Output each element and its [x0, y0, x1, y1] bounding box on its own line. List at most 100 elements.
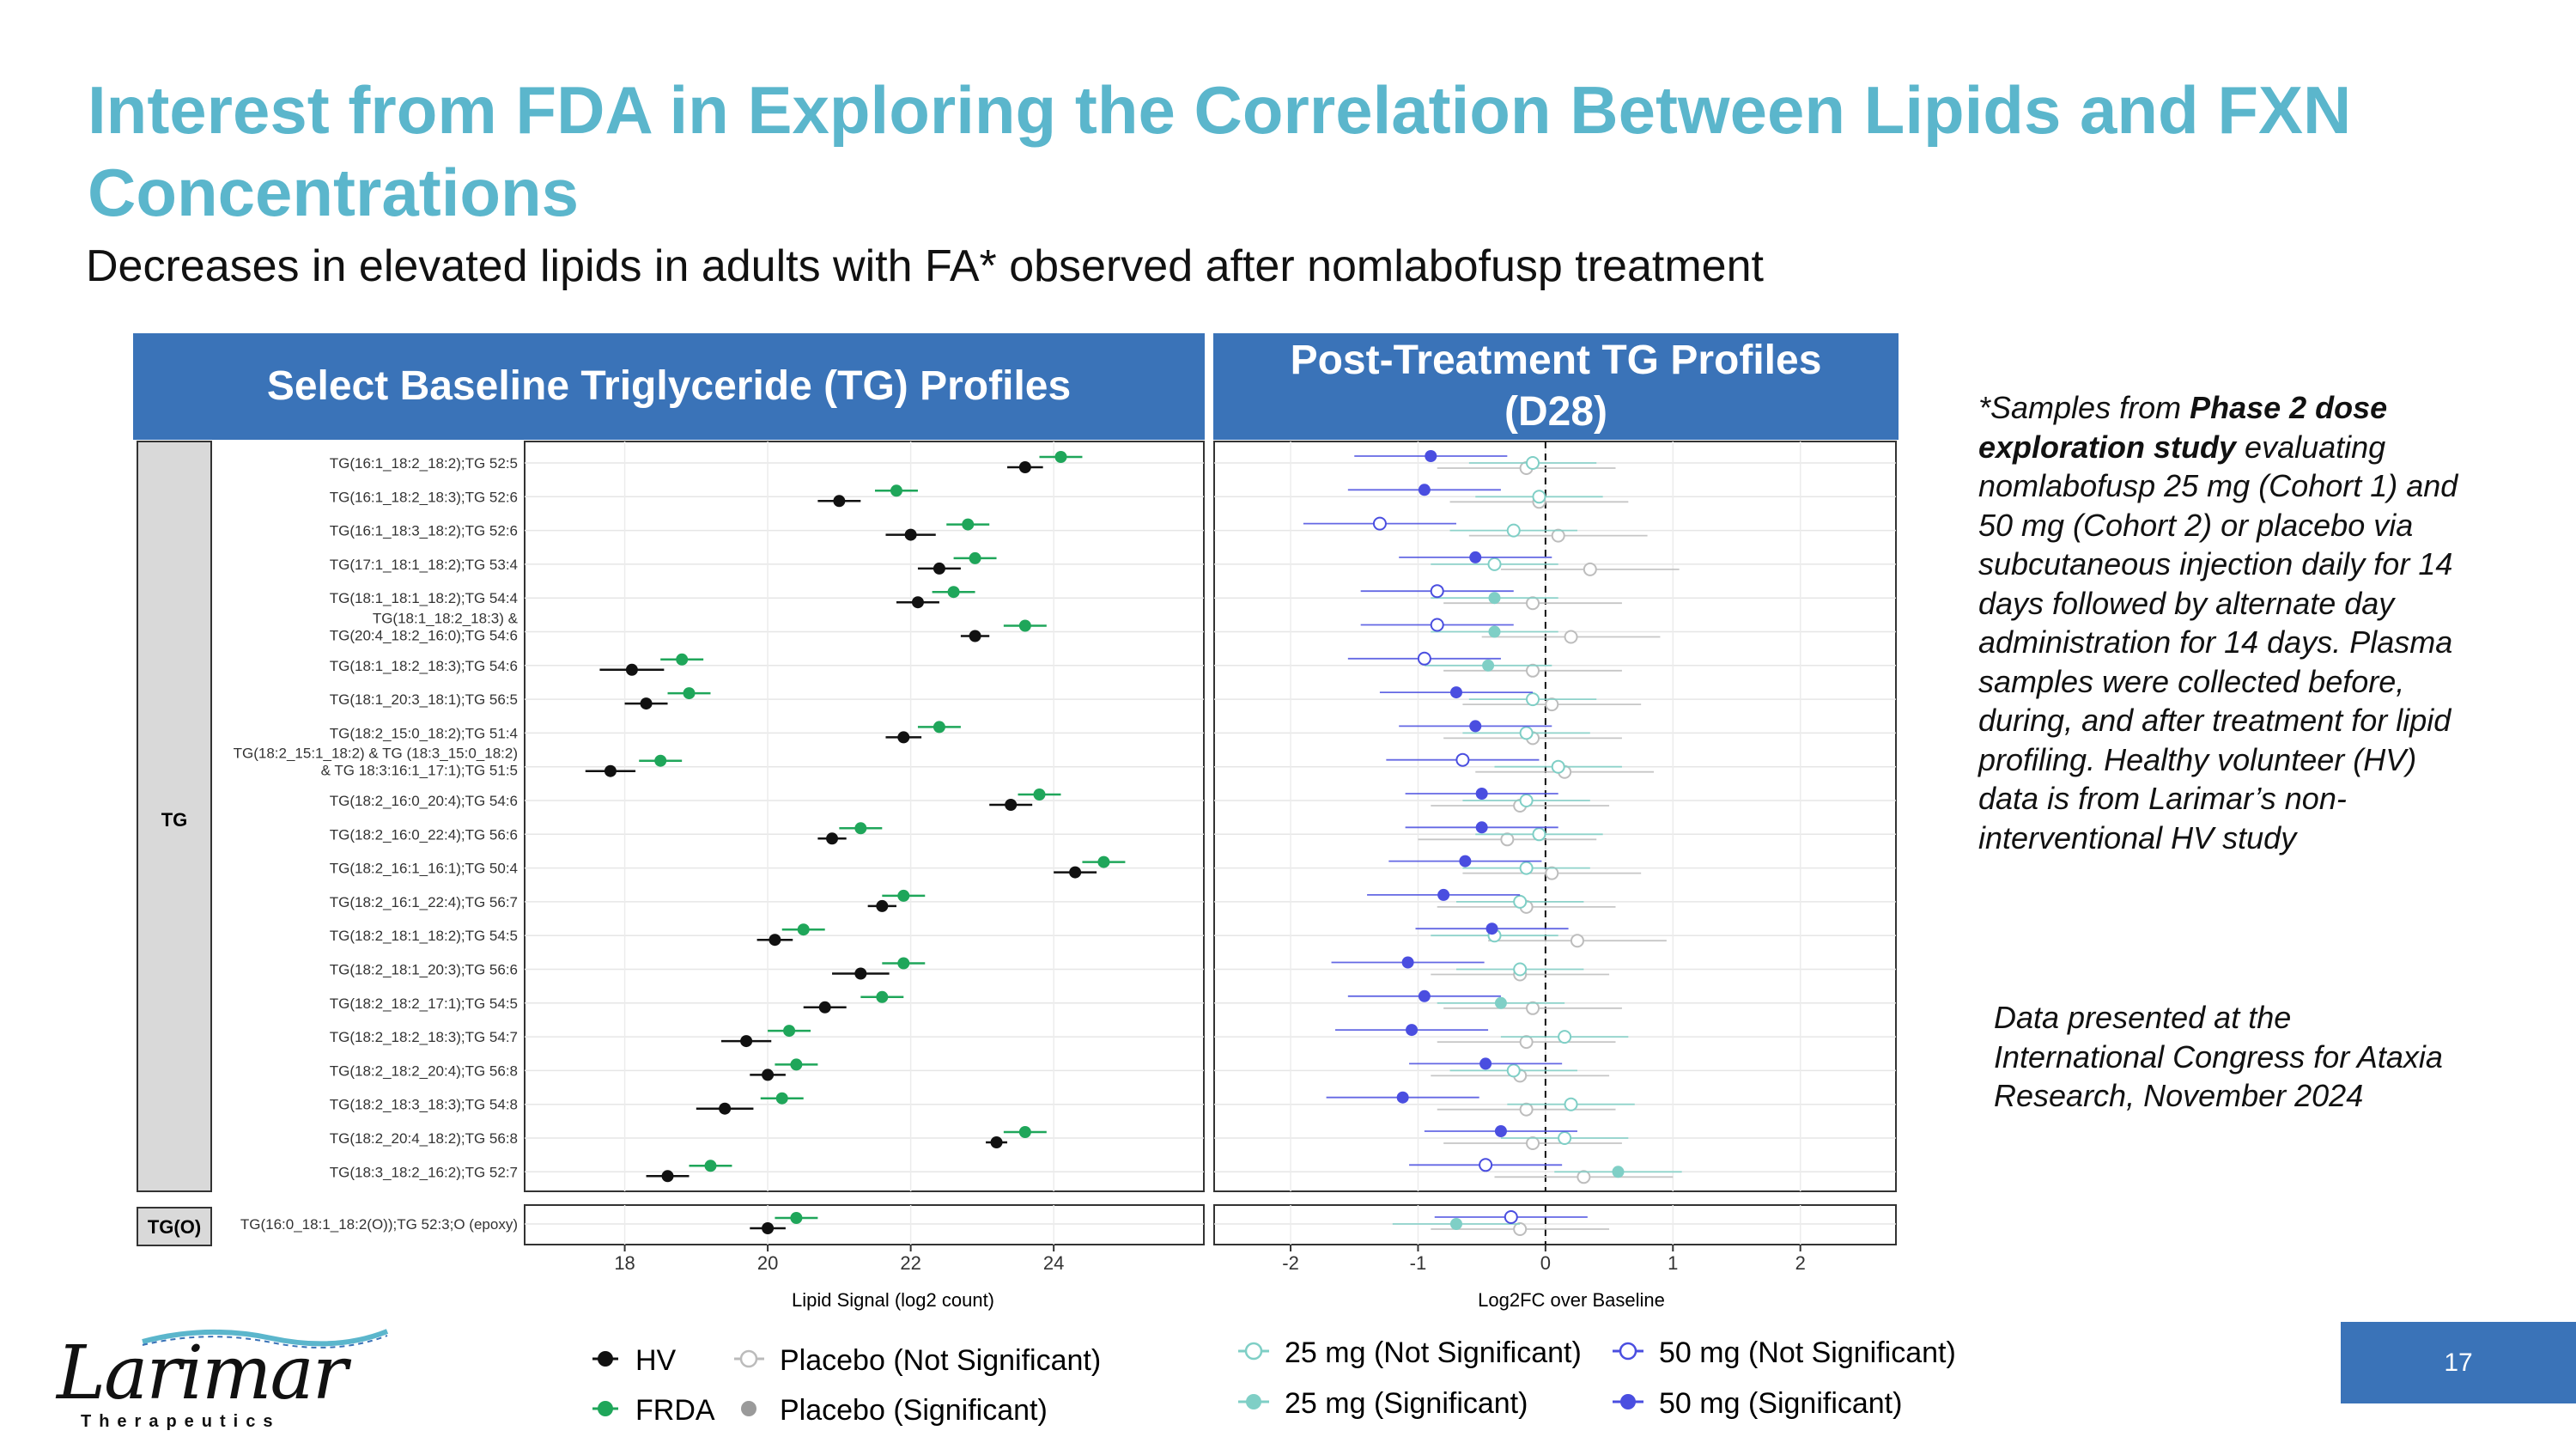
frda-point: [969, 551, 981, 564]
tick-label-right: 2: [1795, 1252, 1806, 1274]
mg25-point-not-significant: [1513, 894, 1528, 909]
category-label: TG(18:1_20:3_18:1);TG 56:5: [330, 691, 518, 708]
legend-item-25mg-ns: 25 mg (Not Significant): [1238, 1336, 1582, 1369]
footnote-bold: Phase 2 dose exploration study: [1978, 390, 2388, 465]
svg-text:50 mg (Not Significant): 50 mg (Not Significant): [1659, 1336, 1956, 1369]
tick-label-right: 0: [1540, 1252, 1551, 1274]
legend-item-placebo-s: Placebo (Significant): [741, 1394, 1048, 1427]
frda-point: [676, 653, 689, 666]
category-label: TG(16:1_18:2_18:3);TG 52:6: [330, 489, 518, 505]
legend-item-50mg-s: 50 mg (Significant): [1613, 1387, 1902, 1420]
mg25-point-not-significant: [1526, 692, 1540, 707]
mg50-point-not-significant: [1479, 1158, 1493, 1172]
hv-point: [719, 1102, 732, 1115]
hv-point: [933, 562, 945, 575]
axis-ticks: 18 20 22 24 -2 -1 0 1 2: [614, 1245, 1806, 1274]
category-label: TG(18:2_15:0_18:2);TG 51:4: [330, 725, 518, 741]
placebo-point-not-significant: [1526, 1001, 1540, 1015]
category-label: TG(18:1_18:2_18:3) &: [373, 611, 519, 627]
mg25-point-not-significant: [1558, 1030, 1572, 1044]
presentation-note: Data presented at the International Cong…: [1994, 1000, 2443, 1113]
page-title: Interest from FDA in Exploring the Corre…: [88, 72, 2352, 230]
page-subtitle: Decreases in elevated lipids in adults w…: [86, 241, 1764, 291]
hv-point: [969, 630, 981, 642]
category-label: TG(16:1_18:3_18:2);TG 52:6: [330, 523, 518, 539]
placebo-point-not-significant: [1526, 596, 1540, 611]
tick-label-right: -2: [1282, 1252, 1299, 1274]
mg50-point-significant: [1479, 1057, 1492, 1070]
logo-wordmark: Larimar: [57, 1330, 348, 1416]
mg50-point-not-significant: [1372, 516, 1387, 531]
placebo-point-not-significant: [1519, 1035, 1534, 1050]
frda-point: [683, 687, 696, 700]
mg25-point-not-significant: [1487, 557, 1502, 571]
category-label: & TG 18:3:16:1_17:1);TG 51:5: [321, 763, 518, 779]
left-x-axis-label: Lipid Signal (log2 count): [792, 1289, 994, 1311]
frda-point: [790, 1212, 803, 1224]
facet-label-tg: TG: [161, 809, 188, 831]
frda-point: [1018, 619, 1031, 632]
right-panel-header: Post-Treatment TG Profiles (D28): [1213, 333, 1899, 440]
category-label: TG(18:2_16:1_22:4);TG 56:7: [330, 894, 518, 910]
tick-label-right: 1: [1668, 1252, 1678, 1274]
category-label: TG(17:1_18:1_18:2);TG 53:4: [330, 557, 518, 573]
facet-strip-tg: [137, 441, 212, 1192]
mg50-point-significant: [1475, 821, 1488, 834]
legend-item-hv: HV: [592, 1344, 677, 1377]
category-label: TG(18:2_16:1_16:1);TG 50:4: [330, 861, 518, 877]
hv-point: [818, 1001, 831, 1014]
hv-point: [990, 1136, 1003, 1148]
hv-point: [762, 1068, 775, 1081]
mg25-point-not-significant: [1558, 1131, 1572, 1145]
mg50-point-significant: [1469, 720, 1482, 733]
category-label: TG(18:2_18:1_18:2);TG 54:5: [330, 928, 518, 944]
mg50-point-significant: [1437, 888, 1450, 901]
hv-point: [604, 764, 617, 777]
frda-point: [947, 586, 960, 599]
svg-text:FRDA: FRDA: [635, 1394, 715, 1427]
placebo-point-not-significant: [1545, 697, 1559, 712]
legend-item-frda: FRDA: [592, 1394, 715, 1427]
category-label: TG(16:1_18:2_18:2);TG 52:5: [330, 455, 518, 472]
tick-label-left: 22: [900, 1252, 920, 1274]
mg25-point-not-significant: [1526, 456, 1540, 470]
category-label: TG(18:1_18:1_18:2);TG 54:4: [330, 590, 518, 606]
category-labels: TG(16:1_18:2_18:2);TG 52:5 TG(16:1_18:2_1…: [234, 455, 519, 1233]
svg-text:25 mg (Significant): 25 mg (Significant): [1285, 1387, 1528, 1420]
category-label: TG(18:2_18:1_20:3);TG 56:6: [330, 962, 518, 978]
mg25-point-not-significant: [1532, 827, 1546, 842]
hv-point: [625, 663, 638, 676]
mg50-point-significant: [1418, 484, 1431, 496]
frda-point: [1097, 855, 1110, 868]
logo-wave-icon: [142, 1329, 389, 1349]
mg25-point-significant: [1494, 996, 1507, 1009]
placebo-point-not-significant: [1519, 1102, 1534, 1117]
left-plot-frame-tgo: [524, 1204, 1205, 1245]
hv-point: [769, 934, 781, 947]
hv-point: [740, 1035, 753, 1048]
mg50-point-significant: [1401, 956, 1414, 969]
hv-point: [897, 731, 910, 744]
tick-label-right: -1: [1410, 1252, 1427, 1274]
category-label: TG(18:2_16:0_20:4);TG 54:6: [330, 793, 518, 809]
mg25-point-not-significant: [1506, 523, 1521, 538]
category-label: TG(18:2_18:2_18:3);TG 54:7: [330, 1029, 518, 1045]
mg50-point-not-significant: [1417, 651, 1431, 666]
legend-item-25mg-s: 25 mg (Significant): [1238, 1387, 1528, 1420]
mg25-point-not-significant: [1513, 962, 1528, 977]
facet-label-tgo: TG(O): [148, 1216, 201, 1238]
mg50-point-significant: [1406, 1024, 1419, 1037]
company-logo: Larimar Therapeutics: [57, 1323, 396, 1432]
hv-point: [1005, 799, 1018, 811]
hv-point: [854, 967, 867, 980]
legend-item-placebo-ns: Placebo (Not Significant): [734, 1344, 1101, 1377]
category-label: TG(18:2_18:3_18:3);TG 54:8: [330, 1097, 518, 1113]
mg25-point-significant: [1488, 592, 1501, 605]
right-plot-frame-tgo: [1213, 1204, 1897, 1245]
placebo-point-not-significant: [1526, 663, 1540, 678]
frda-point: [897, 889, 910, 902]
hv-point: [762, 1222, 775, 1234]
placebo-point-not-significant: [1551, 528, 1565, 543]
mg50-point-significant: [1485, 922, 1498, 935]
